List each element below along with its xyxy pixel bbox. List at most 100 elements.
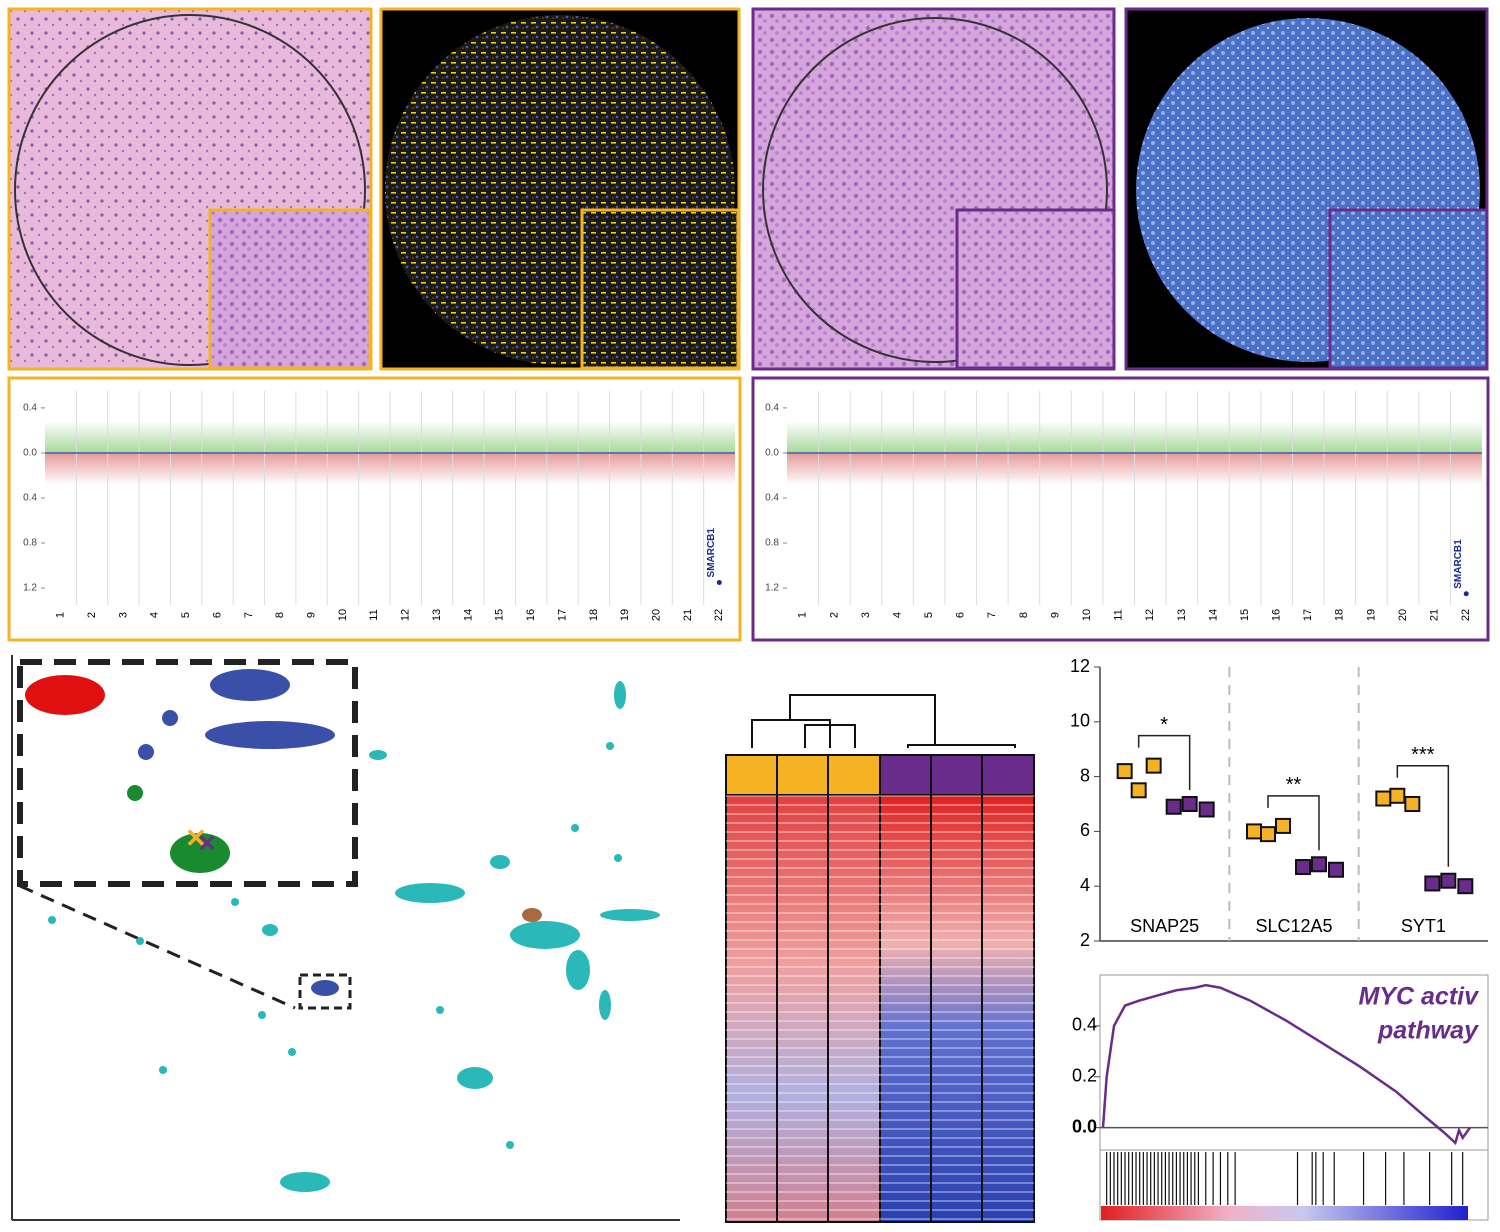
y-tick-label: 0.8 (765, 538, 779, 549)
data-point (1198, 801, 1215, 818)
chromosome-label: 7 (986, 612, 998, 618)
gene-label: SMARCB1 (1453, 539, 1464, 589)
chromosome-label: 16 (525, 609, 537, 621)
tsne-plot: ✕ ✕ (11, 655, 680, 1221)
data-point (1328, 861, 1344, 878)
chromosome-label: 9 (305, 612, 317, 618)
data-point (1404, 796, 1421, 812)
annotated-gene (716, 579, 722, 585)
chromosome-label: 14 (1207, 609, 1219, 621)
y-tick-label: 2 (1080, 930, 1090, 950)
chromosome-label: 17 (556, 609, 568, 621)
y-tick-label: 1.2 (23, 583, 37, 594)
y-tick-label: 0.4 (1072, 1015, 1097, 1035)
chromosome-label: 19 (619, 609, 631, 621)
chromosome-label: 21 (682, 609, 694, 621)
data-point (1275, 817, 1291, 834)
y-tick-label: 10 (1070, 711, 1090, 731)
chromosome-label: 20 (650, 609, 662, 621)
cnv-frame (7, 376, 742, 642)
chromosome-label: 8 (1018, 612, 1030, 618)
he-panel (7, 7, 373, 371)
pathway-title: pathway (1377, 1017, 1479, 1045)
chromosome-label: 20 (1397, 609, 1409, 621)
data-point (1116, 763, 1133, 780)
chromosome-label: 3 (860, 612, 872, 618)
chromosome-label: 21 (1429, 609, 1441, 621)
data-point (1311, 856, 1327, 873)
y-tick-label: 0.0 (1072, 1116, 1097, 1136)
data-point (1375, 790, 1392, 807)
data-point (1130, 782, 1147, 799)
chromosome-label: 8 (274, 612, 286, 618)
significance-bracket (1267, 795, 1320, 851)
data-point (1181, 796, 1198, 812)
chromosome-label: 5 (923, 612, 935, 618)
chromosome-label: 15 (1239, 609, 1251, 621)
enrichment-line (1101, 983, 1472, 1146)
data-point (1424, 875, 1441, 892)
svg-text:✕: ✕ (185, 823, 207, 853)
he-panel (751, 7, 1116, 371)
chromosome-label: 6 (211, 612, 223, 618)
significance-label: *** (1411, 744, 1435, 766)
y-tick-label: 0.4 (23, 403, 37, 414)
chromosome-label: 18 (1334, 609, 1346, 621)
category-label: SLC12A5 (1255, 916, 1332, 936)
chromosome-label: 12 (400, 609, 412, 621)
y-tick-label: 0.2 (1072, 1066, 1097, 1086)
gene-label: SMARCB1 (706, 528, 717, 578)
chromosome-label: 17 (1302, 609, 1314, 621)
chromosome-label: 22 (1460, 609, 1472, 621)
chromosome-label: 10 (1081, 609, 1093, 621)
chromosome-label: 4 (891, 612, 903, 618)
y-tick-label: 6 (1080, 820, 1090, 840)
chromosome-label: 10 (337, 609, 349, 621)
data-point (1295, 859, 1311, 876)
significance-bracket (1396, 765, 1450, 867)
y-tick-label: 0.0 (23, 448, 37, 459)
chromosome-label: 4 (149, 612, 161, 618)
category-label: SYT1 (1401, 916, 1446, 936)
chromosome-label: 11 (1113, 609, 1125, 620)
data-point (1246, 823, 1262, 840)
chromosome-label: 15 (494, 609, 506, 621)
chromosome-label: 19 (1365, 609, 1377, 621)
y-tick-label: 0.4 (765, 403, 779, 414)
y-tick-label: 12 (1070, 656, 1090, 676)
annotated-gene (1463, 591, 1469, 597)
chromosome-label: 9 (1049, 612, 1061, 618)
pathway-title: MYC activ (1359, 983, 1481, 1011)
y-tick-label: 1.2 (765, 583, 779, 594)
chromosome-label: 1 (55, 612, 67, 618)
data-point (1145, 757, 1162, 774)
chromosome-label: 6 (955, 612, 967, 618)
data-point (1440, 872, 1457, 889)
y-tick-label: 0.8 (23, 538, 37, 549)
chromosome-label: 7 (243, 612, 255, 618)
data-point (1389, 787, 1406, 804)
data-point (1260, 826, 1276, 843)
y-tick-label: 0.4 (23, 493, 37, 504)
chromosome-label: 5 (180, 612, 192, 618)
rank-bar (1101, 1206, 1468, 1220)
significance-label: * (1160, 714, 1168, 736)
significance-bracket (1137, 734, 1191, 790)
data-point (1457, 878, 1474, 895)
category-label: SNAP25 (1130, 916, 1199, 936)
svg-text:✕: ✕ (197, 830, 217, 857)
chromosome-label: 18 (588, 609, 600, 621)
chromosome-label: 13 (431, 609, 443, 621)
chromosome-label: 1 (797, 612, 809, 618)
significance-label: ** (1286, 774, 1302, 796)
heatmap (725, 694, 1035, 1223)
chromosome-label: 3 (117, 612, 129, 618)
y-tick-label: 8 (1080, 765, 1090, 785)
cnv-frame (751, 376, 1490, 642)
if-panel (1124, 7, 1489, 371)
chromosome-label: 22 (713, 609, 725, 621)
if-panel (379, 7, 741, 371)
chromosome-label: 12 (1144, 609, 1156, 621)
